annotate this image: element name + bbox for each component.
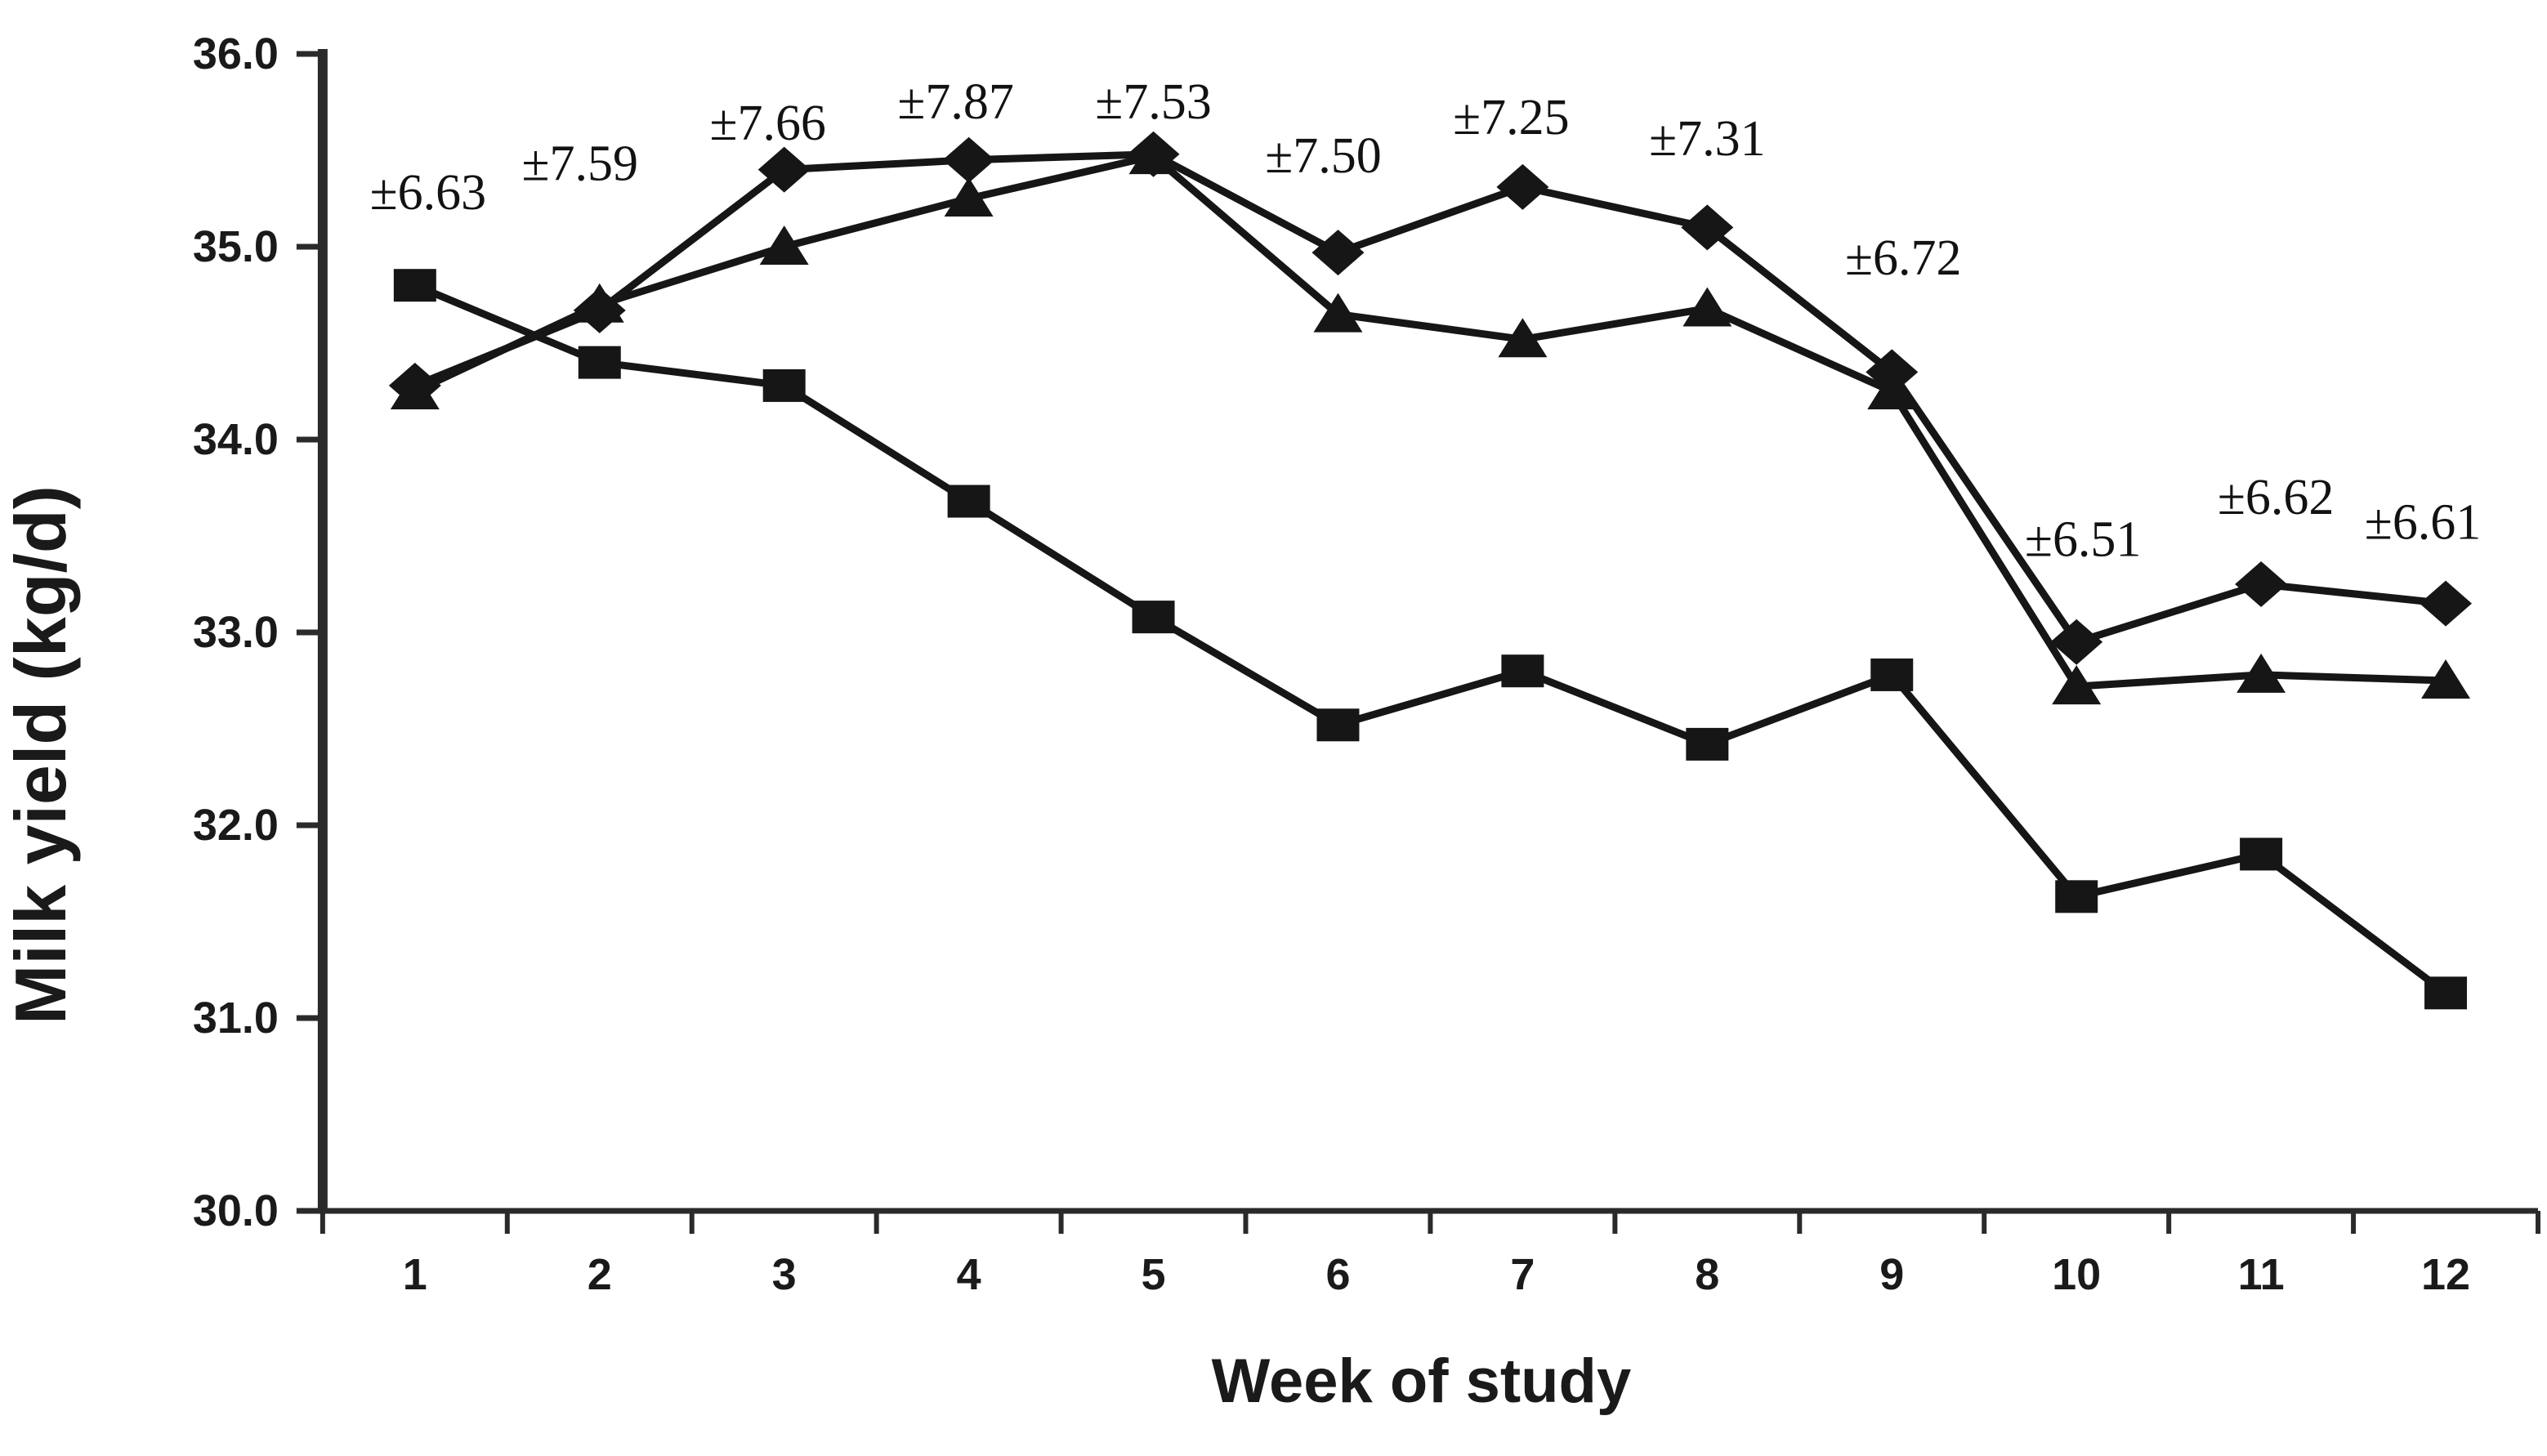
- annotation-w12: ±6.61: [2365, 494, 2481, 550]
- x-axis-title: Week of study: [1212, 1347, 1632, 1416]
- annotation-w11: ±6.62: [2218, 470, 2334, 525]
- series-diamonds-marker-w6: [1311, 230, 1365, 276]
- y-tick-label: 32.0: [193, 801, 279, 850]
- series-triangles-line: [413, 152, 2446, 690]
- y-tick-label: 35.0: [193, 222, 279, 271]
- annotation-w4: ±7.87: [897, 74, 1013, 130]
- series-layer: [388, 131, 2473, 1010]
- annotation-w5: ±7.53: [1095, 74, 1211, 130]
- series-squares-line: [413, 282, 2448, 996]
- series-squares-marker-w9: [1870, 658, 1914, 691]
- x-tick-label: 9: [1879, 1250, 1904, 1299]
- annotation-w7: ±7.25: [1453, 90, 1569, 145]
- y-tick-label: 30.0: [193, 1186, 279, 1235]
- x-tick-label: 7: [1510, 1250, 1535, 1299]
- series-diamonds-marker-w10: [2050, 619, 2103, 665]
- y-tick-label: 36.0: [193, 29, 279, 78]
- annotation-w8: ±7.31: [1649, 111, 1765, 167]
- series-squares-marker-w2: [578, 346, 621, 379]
- series-diamonds-marker-w11: [2235, 561, 2288, 607]
- series-triangles-marker-w12: [2421, 659, 2471, 699]
- annotation-w6: ±7.50: [1265, 128, 1381, 184]
- series-triangles-marker-w9: [1867, 370, 1917, 409]
- series-diamonds-marker-w8: [1681, 204, 1734, 251]
- annotation-w9: ±6.72: [1845, 230, 1961, 286]
- y-tick-label: 33.0: [193, 608, 279, 657]
- x-tick-label: 12: [2421, 1250, 2470, 1299]
- x-tick-label: 8: [1695, 1250, 1719, 1299]
- annotation-layer: ±6.63 ±7.59 ±7.66 ±7.87 ±7.53 ±7.50 ±7.25 ±7.31…: [370, 74, 2482, 568]
- series-triangles: [390, 135, 2471, 705]
- x-tick-label: 10: [2052, 1250, 2101, 1299]
- series-diamonds-marker-w4: [942, 136, 995, 183]
- x-tick-label: 2: [588, 1250, 612, 1299]
- series-triangles-marker-w3: [759, 226, 809, 265]
- series-diamonds-marker-w12: [2420, 580, 2473, 627]
- series-triangles-marker-w10: [2052, 665, 2102, 705]
- series-triangles-marker-w8: [1682, 287, 1732, 327]
- series-triangles-marker-w6: [1313, 293, 1363, 333]
- series-squares-marker-w6: [1316, 708, 1360, 742]
- y-tick-label: 34.0: [193, 415, 279, 464]
- x-tick-label: 1: [403, 1250, 427, 1299]
- x-tick-label: 6: [1325, 1250, 1350, 1299]
- series-diamonds: [388, 131, 2473, 665]
- axes-layer: 36.035.034.033.032.031.030.01 2 3 4 5 6 7 8 9 10 1…: [193, 29, 2541, 1299]
- series-squares-marker-w3: [762, 368, 806, 402]
- series-triangles-marker-w4: [944, 177, 994, 217]
- series-squares-marker-w12: [2424, 976, 2468, 1010]
- series-diamonds-marker-w3: [757, 146, 811, 193]
- annotation-w3: ±7.66: [709, 96, 825, 151]
- series-triangles-marker-w5: [1128, 135, 1178, 175]
- annotation-w1: ±6.63: [370, 165, 486, 221]
- x-tick-label: 4: [957, 1250, 981, 1299]
- series-triangles-marker-w7: [1498, 318, 1548, 358]
- x-tick-label: 11: [2238, 1250, 2285, 1299]
- y-axis-title: Milk yield (kg/d): [0, 485, 81, 1025]
- series-squares-marker-w7: [1501, 654, 1544, 688]
- series-squares-marker-w1: [393, 269, 436, 302]
- x-tick-label: 5: [1142, 1250, 1166, 1299]
- annotation-w10: ±6.51: [2025, 512, 2141, 568]
- series-triangles-marker-w1: [390, 370, 440, 409]
- x-tick-label: 3: [772, 1250, 797, 1299]
- series-squares-marker-w11: [2240, 837, 2283, 871]
- series-squares-marker-w4: [947, 485, 990, 518]
- series-triangles-marker-w11: [2236, 653, 2286, 693]
- series-diamonds-marker-w7: [1496, 163, 1549, 210]
- series-squares: [393, 269, 2468, 1010]
- series-diamonds-line: [413, 150, 2446, 646]
- annotation-w2: ±7.59: [522, 136, 638, 192]
- series-triangles-marker-w2: [574, 283, 624, 323]
- series-squares-marker-w8: [1686, 727, 1729, 761]
- series-squares-marker-w10: [2055, 880, 2098, 913]
- y-tick-label: 31.0: [193, 994, 279, 1043]
- series-squares-marker-w5: [1132, 601, 1175, 634]
